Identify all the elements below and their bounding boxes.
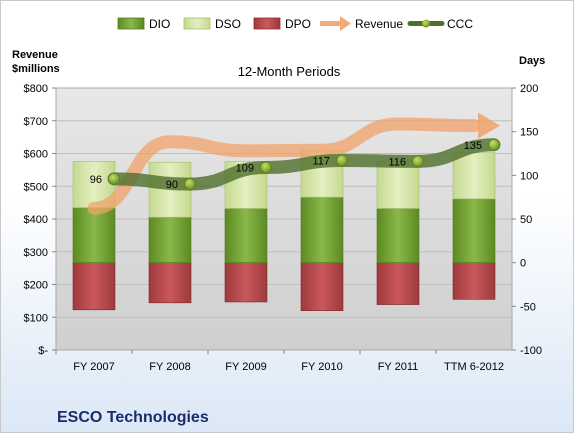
x-tick-label: TTM 6-2012 [444,361,504,373]
bar-dso [452,152,496,200]
right-tick-label: 200 [520,83,538,95]
legend-item-dio: DIO [117,17,170,31]
left-tick-label: $800 [24,83,48,95]
revenue-arrowhead [478,112,500,139]
legend-swatch-dso [183,17,211,30]
left-tick-label: $- [38,345,48,357]
right-tick-label: 0 [520,258,526,270]
ccc-line [107,138,501,191]
x-axis: FY 2007 FY 2008 FY 2009 FY 2010 FY 2011 TTM 6… [55,350,504,373]
right-axis-title: Days [519,55,545,67]
x-tick-label: FY 2008 [149,361,190,373]
ccc-data-label: 90 [166,179,178,191]
legend: DIO DSO DPO Revenue CCC [117,16,473,31]
revenue-line [87,117,481,215]
legend-label-dio: DIO [149,17,170,31]
ccc-data-label: 135 [464,140,482,152]
left-axis-title-line1: Revenue [12,49,58,61]
bar-dio [72,207,116,263]
legend-swatch-dio [117,17,145,30]
x-tick-label: FY 2011 [378,361,419,373]
bar-dpo [376,262,420,305]
right-axis: -100 -50 0 50 100 150 200 [512,83,542,357]
ccc-data-label: 96 [90,174,102,186]
legend-dot-ccc [422,19,430,28]
right-tick-label: 150 [520,127,538,139]
right-tick-label: 100 [520,170,538,182]
ccc-point [184,178,196,190]
legend-item-revenue: Revenue [320,16,403,31]
legend-swatch-revenue [320,16,351,31]
left-tick-label: $200 [24,280,48,292]
company-name: ESCO Technologies [57,409,209,426]
bar-dio [376,208,420,263]
left-axis: $- $100 $200 $300 $400 $500 $600 $700 $800 [24,83,56,357]
ccc-point [488,138,500,151]
bar-dpo [148,262,192,304]
left-tick-label: $400 [24,214,48,226]
bar-dpo [300,262,344,311]
bar-dpo [224,262,268,303]
ccc-point [336,154,348,167]
legend-label-revenue: Revenue [355,17,403,31]
left-tick-label: $300 [24,247,48,259]
revenue-series [87,112,500,215]
right-tick-label: -50 [520,301,536,313]
x-tick-label: FY 2009 [225,361,266,373]
ccc-data-label: 109 [236,162,254,174]
ccc-data-label: 117 [312,155,330,167]
left-tick-label: $700 [24,116,48,128]
chart-title: 12-Month Periods [238,64,341,79]
ccc-data-label: 116 [388,156,406,168]
legend-item-dso: DSO [183,17,241,31]
left-tick-label: $600 [24,149,48,161]
legend-item-ccc: CCC [407,17,473,31]
ccc-series: 96 90 109 117 116 135 [90,138,501,191]
legend-label-dso: DSO [215,17,241,31]
left-tick-label: $500 [24,181,48,193]
left-tick-label: $100 [24,312,48,324]
right-tick-label: 50 [520,214,532,226]
left-axis-title-line2: $millions [12,63,60,75]
ccc-point [260,161,272,174]
legend-label-ccc: CCC [447,17,473,31]
ccc-point [412,155,424,168]
ccc-point [108,173,120,185]
bar-dpo [72,262,116,311]
legend-label-dpo: DPO [285,17,311,31]
bar-dso [376,161,420,209]
bar-dio [300,196,344,263]
bar-dpo [452,262,496,300]
bar-dio [224,208,268,263]
right-tick-label: -100 [520,345,542,357]
legend-item-dpo: DPO [253,17,311,31]
bar-dio [148,216,192,263]
x-tick-label: FY 2010 [301,361,342,373]
bars [72,150,496,311]
x-tick-label: FY 2007 [73,361,114,373]
bar-dio [452,198,496,263]
legend-swatch-dpo [253,17,281,30]
